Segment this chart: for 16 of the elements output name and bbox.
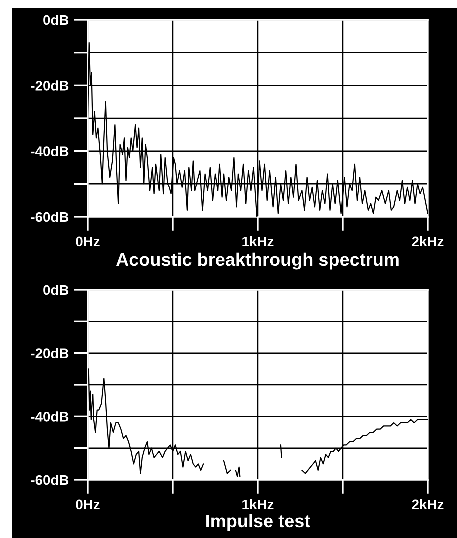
x-tick-label: 1kHz	[242, 499, 274, 510]
x-tick-label: 2kHz	[412, 499, 444, 510]
text: Impulse test	[206, 514, 310, 532]
text: Acoustic breakthrough spectrum	[116, 252, 399, 270]
y-tick-label: -40dB	[31, 146, 69, 157]
y-tick-label: 0dB	[44, 284, 69, 296]
x-tick-label: 0Hz	[76, 500, 100, 510]
y-tick-label: -60dB	[31, 474, 69, 486]
y-tick-label: -20dB	[31, 348, 69, 359]
y-tick-label: -20dB	[31, 80, 69, 91]
y-tick-label: 0dB	[44, 14, 69, 26]
x-tick-label: 1kHz	[242, 236, 274, 247]
x-tick-label: 2kHz	[412, 236, 444, 247]
y-tick-label: -60dB	[31, 212, 69, 222]
x-tick-label: 0Hz	[76, 236, 100, 247]
y-tick-label: -40dB	[31, 412, 69, 422]
